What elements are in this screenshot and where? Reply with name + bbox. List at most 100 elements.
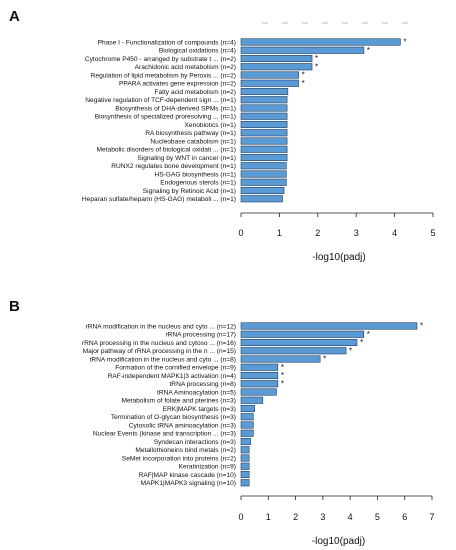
bar	[240, 38, 401, 46]
category-label: Major pathway of rRNA processing in the …	[83, 348, 236, 355]
bar	[240, 120, 288, 129]
category-label: Metallothioneins bind metals (n=2)	[135, 447, 236, 454]
category-label: Endogenous sterols (n=1)	[160, 180, 236, 187]
category-label: SeMet incorporation into proteins (n=2)	[122, 455, 236, 462]
category-label: rRNA processing in the nucleus and cytos…	[82, 340, 236, 347]
bar	[240, 446, 250, 454]
x-tick-label: 0	[238, 512, 243, 522]
significance-star: *	[360, 338, 363, 347]
x-tick-label: 4	[392, 228, 397, 238]
category-label: Signaling by Retinoic Acid (n=1)	[143, 188, 236, 195]
bar	[240, 63, 313, 71]
x-tick-label: 5	[430, 228, 435, 238]
category-label: Signaling by WNT in cancer (n=1)	[137, 155, 236, 162]
bar	[240, 170, 287, 178]
category-label: Heparan sulfate/heparin (HS-GAG) metabol…	[82, 196, 236, 203]
category-label: RUNX2 regulates bone development (n=1)	[111, 163, 236, 170]
panel-a-letter: A	[9, 8, 20, 25]
significance-star: *	[281, 363, 284, 372]
bar	[240, 162, 287, 170]
bar	[240, 388, 277, 396]
x-tick-label: 6	[402, 512, 407, 522]
bar	[240, 396, 264, 404]
category-label: Cytochrome P450 - arranged by substrate …	[85, 56, 236, 63]
bar	[240, 363, 279, 371]
category-label: Cytosolic tRNA aminoacylation (n=3)	[129, 422, 236, 429]
significance-star: *	[315, 54, 318, 63]
significance-star: *	[367, 46, 370, 55]
category-label: Regulation of lipid metabolism by Peroxi…	[91, 72, 236, 79]
category-label: HS-GAG biosynthesis (n=1)	[154, 171, 236, 178]
bar	[240, 380, 279, 388]
significance-star: *	[281, 371, 284, 380]
bar	[240, 129, 288, 137]
bar	[240, 322, 418, 330]
category-label: Negative regulation of TCF-dependent sig…	[85, 97, 236, 104]
significance-star: *	[367, 330, 370, 339]
x-axis-title: -log10(padj)	[312, 536, 365, 547]
category-label: Xenobiotics (n=1)	[185, 122, 237, 129]
bar	[240, 413, 254, 421]
category-label: rRNA processing (n=17)	[165, 332, 236, 339]
category-label: tRNA Aminoacylation (n=5)	[157, 389, 236, 396]
significance-star: *	[323, 355, 326, 364]
bar	[240, 178, 287, 186]
significance-star: *	[349, 346, 352, 355]
category-label: Syndecan interactions (n=3)	[154, 439, 236, 446]
chart-b: rRNA modification in the nucleus and cyt…	[82, 322, 435, 548]
bar	[240, 153, 288, 162]
x-tick-label: 5	[375, 512, 380, 522]
significance-star: *	[315, 62, 318, 71]
bar	[240, 347, 347, 355]
x-tick-label: 1	[277, 228, 282, 238]
category-label: PPARA activates gene expression (n=2)	[119, 81, 236, 88]
bar	[240, 104, 288, 112]
bar	[240, 371, 279, 380]
significance-star: *	[420, 322, 423, 331]
panel-b-letter: B	[9, 298, 20, 315]
category-label: Phase I - Functionalization of compounds…	[98, 39, 236, 46]
bar	[240, 338, 358, 347]
bar	[240, 437, 251, 446]
significance-star: *	[281, 379, 284, 388]
category-label: Keratinization (n=9)	[179, 464, 236, 471]
bar	[240, 112, 288, 120]
bar	[240, 479, 250, 487]
category-label: rRNA modification in the nucleus and cyt…	[86, 323, 236, 330]
category-label: tRNA processing (n=8)	[169, 381, 236, 388]
category-label: Termination of O-glycan biosynthesis (n=…	[111, 414, 236, 421]
category-label: Metabolism of folate and pterines (n=3)	[121, 398, 236, 405]
category-label: tRNA modification in the nucleus and cyt…	[90, 356, 236, 363]
bar	[240, 355, 321, 363]
bar	[240, 145, 288, 153]
category-label: RAF-independent MAPK1|3 activation (n=4)	[108, 373, 236, 380]
category-label: Arachidonic acid metabolism (n=2)	[135, 64, 236, 71]
category-label: ERK|MAPK targets (n=3)	[163, 406, 236, 413]
category-label: Metabolic disorders of biological oxidat…	[97, 147, 236, 154]
category-label: Nucleobase catabolism (n=1)	[150, 138, 236, 145]
category-label: Biosynthesis of specialized proresolving…	[95, 114, 236, 121]
category-label: RA biosynthesis pathway (n=1)	[145, 130, 236, 137]
category-label: Fatty acid metabolism (n=2)	[154, 89, 236, 96]
category-label: Formation of the cornified envelope (n=9…	[115, 365, 236, 372]
category-label: Nuclear Events (kinase and transcription…	[93, 431, 236, 438]
x-tick-label: 2	[315, 228, 320, 238]
x-tick-label: 3	[354, 228, 359, 238]
bar	[240, 454, 250, 462]
bar	[240, 46, 365, 54]
bar	[240, 195, 283, 203]
category-label: Biosynthesis of DHA-derived SPMs (n=1)	[115, 105, 236, 112]
x-tick-label: 3	[320, 512, 325, 522]
significance-star: *	[302, 71, 305, 80]
bar	[240, 404, 255, 413]
x-tick-label: 4	[348, 512, 353, 522]
chart-a: Phase I - Functionalization of compounds…	[82, 22, 436, 263]
bar	[240, 137, 288, 145]
bar	[240, 470, 250, 479]
x-tick-label: 7	[429, 512, 434, 522]
x-tick-label: 1	[266, 512, 271, 522]
bar	[240, 87, 289, 96]
bar	[240, 429, 254, 437]
bar	[240, 96, 288, 104]
bar	[240, 186, 285, 195]
